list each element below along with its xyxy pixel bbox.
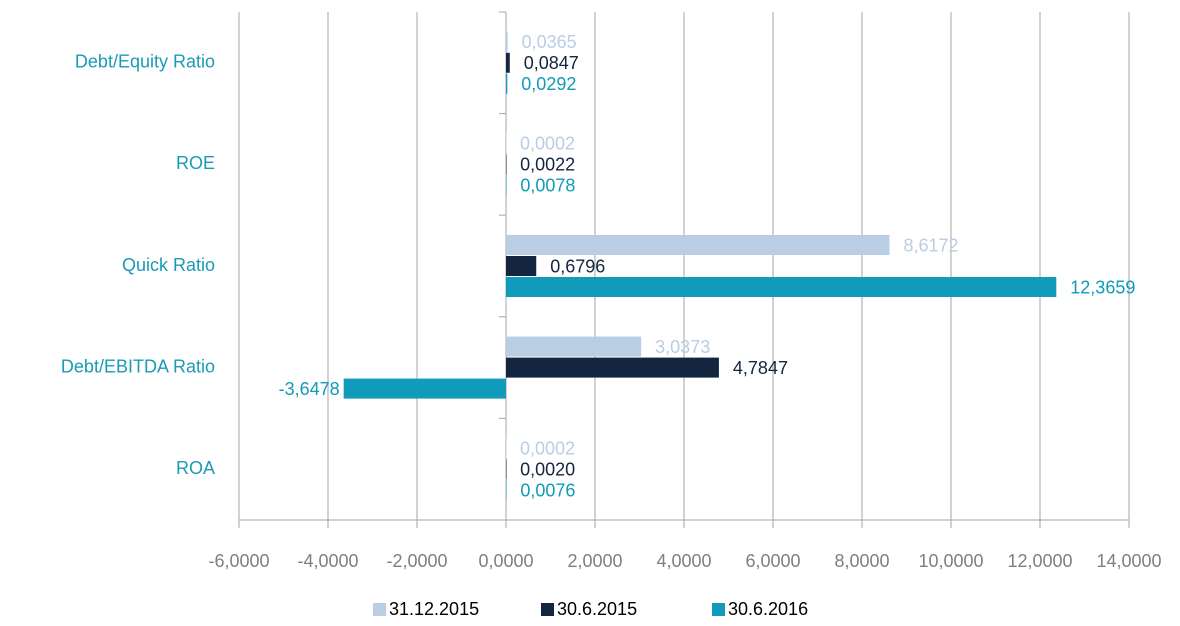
bar [506, 336, 642, 357]
legend-label: 30.6.2016 [728, 599, 808, 619]
legend-swatch [541, 603, 554, 616]
value-label: 0,0365 [522, 32, 577, 52]
bar [506, 52, 510, 73]
bar [506, 256, 537, 276]
y-tick-label: Quick Ratio [122, 255, 215, 275]
bar [343, 378, 506, 399]
bar [506, 235, 890, 255]
x-tick-label: 12,0000 [1007, 551, 1072, 571]
x-tick-label: 8,0000 [834, 551, 889, 571]
x-tick-label: -2,0000 [386, 551, 447, 571]
bar [506, 133, 507, 154]
bar [506, 175, 507, 196]
y-tick-label: Debt/Equity Ratio [75, 52, 215, 72]
value-label: 0,0292 [521, 74, 576, 94]
bar [506, 31, 508, 52]
x-tick-label: 2,0000 [567, 551, 622, 571]
bar [506, 438, 507, 459]
x-tick-label: -6,0000 [208, 551, 269, 571]
x-tick-label: 14,0000 [1096, 551, 1161, 571]
value-label: 4,7847 [733, 358, 788, 378]
value-label: -3,6478 [279, 379, 340, 399]
legend-label: 31.12.2015 [389, 599, 479, 619]
x-tick-label: -4,0000 [297, 551, 358, 571]
value-label: 8,6172 [903, 235, 958, 255]
value-label: 12,3659 [1070, 277, 1135, 297]
legend-label: 30.6.2015 [557, 599, 637, 619]
x-tick-label: 10,0000 [918, 551, 983, 571]
bar [506, 480, 507, 501]
x-tick-label: 0,0000 [478, 551, 533, 571]
legend-swatch [712, 603, 725, 616]
bar [506, 277, 1057, 297]
value-label: 0,0002 [520, 134, 575, 154]
value-label: 0,6796 [550, 256, 605, 276]
bar [506, 73, 508, 94]
bar [506, 459, 507, 480]
value-label: 0,0020 [520, 459, 575, 479]
value-label: 0,0022 [520, 155, 575, 175]
legend-swatch [373, 603, 386, 616]
value-label: 0,0847 [524, 53, 579, 73]
value-label: 0,0078 [520, 176, 575, 196]
bar [506, 154, 507, 175]
y-tick-label: ROE [176, 153, 215, 173]
bar [506, 357, 719, 378]
value-label: 3,0373 [655, 337, 710, 357]
x-tick-label: 4,0000 [656, 551, 711, 571]
value-label: 0,0076 [520, 480, 575, 500]
value-label: 0,0002 [520, 438, 575, 458]
y-tick-label: ROA [176, 458, 215, 478]
x-tick-label: 6,0000 [745, 551, 800, 571]
y-tick-label: Debt/EBITDA Ratio [61, 356, 215, 376]
